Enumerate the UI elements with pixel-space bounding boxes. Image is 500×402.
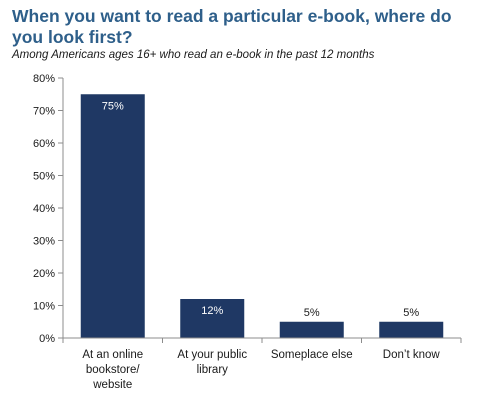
y-tick-label: 80% [33,73,55,85]
x-tick-label: At your public library [177,349,247,376]
chart-subtitle: Among Americans ages 16+ who read an e-b… [12,49,375,61]
x-tick-label: Don’t know [383,349,441,361]
y-tick-label: 60% [33,138,55,150]
y-axis: 0% 10% 20% 30% 40% 50% 60% 70% 80% [33,73,64,345]
x-tick-label-line: library [197,364,229,376]
data-label: 5% [304,307,320,319]
y-tick-label: 40% [33,203,55,215]
x-tick-label-line: At an online [82,349,143,361]
chart-title: When you want to read a particular e-boo… [12,6,452,47]
data-label: 75% [102,100,124,112]
x-tick-label-line: bookstore/ [86,364,141,376]
y-tick-label: 50% [33,171,55,183]
x-tick-label-line: Someplace else [271,349,353,361]
data-label: 12% [201,305,223,317]
bar [379,321,444,338]
x-axis: At an online bookstore/website At your pub… [62,337,462,391]
bar [80,94,145,338]
x-tick-label: At an online bookstore/website [82,349,143,391]
x-tick-label: Someplace else [271,349,353,361]
y-tick-label: 30% [33,236,55,248]
bar [279,321,344,338]
y-tick-label: 0% [39,333,55,345]
x-tick-label-line: At your public [177,349,247,361]
x-tick-label-line: Don’t know [383,349,441,361]
bar [180,299,245,338]
bars: 75% 12% 5% 5% [80,94,444,338]
y-tick-label: 70% [33,106,55,118]
y-tick-label: 10% [33,301,55,313]
x-tick-label-line: website [92,379,132,391]
y-tick-label: 20% [33,268,55,280]
data-label: 5% [403,307,419,319]
